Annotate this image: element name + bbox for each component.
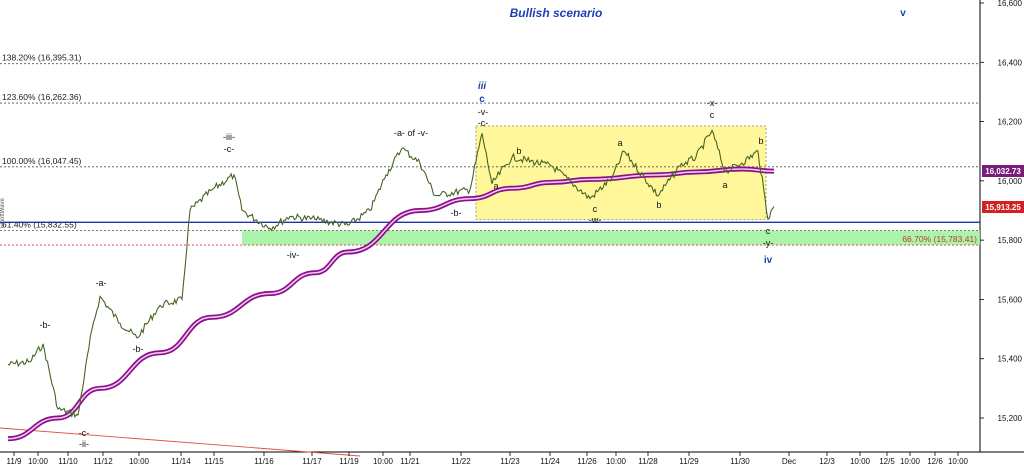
- x-tick-label: 11/26: [577, 457, 597, 466]
- wave-label: -c-: [478, 118, 489, 128]
- wave-label: a: [493, 181, 498, 191]
- wave-labels: -b- -a- -b- -c- -ii- -iii- -c- -iv- -a- …: [40, 8, 907, 449]
- x-tick-label: 11/10: [58, 457, 78, 466]
- y-tick-label: 15,600: [998, 295, 1023, 304]
- x-tick-label: 10:00: [373, 457, 394, 466]
- x-tick-label: 11/29: [679, 457, 699, 466]
- ma-price-tag-text: 16,032.73: [985, 167, 1021, 176]
- wave-label: -b-: [133, 344, 144, 354]
- x-tick-label: 11/23: [500, 457, 520, 466]
- y-tick-label: 15,800: [998, 236, 1023, 245]
- x-tick-label: 11/16: [254, 457, 274, 466]
- wave-label: -c-: [79, 428, 90, 438]
- wave-label: -iv-: [287, 250, 300, 260]
- x-tick-label: 10:00: [900, 457, 921, 466]
- fib-level-label: 100.00% (16,047.45): [2, 156, 82, 166]
- wave-label: -x-: [707, 98, 718, 108]
- fib-level-label: 61.40% (15,832.55): [2, 219, 77, 229]
- x-tick-label: 11/22: [451, 457, 471, 466]
- wave-label: b: [516, 146, 521, 156]
- wave-label: a: [722, 180, 727, 190]
- wave-label-blue: c: [479, 94, 485, 105]
- wave-label-blue: iv: [764, 255, 773, 266]
- wave-label-blue: iii: [478, 81, 487, 92]
- x-tick-label: 11/28: [638, 457, 658, 466]
- wave-label: -y-: [763, 238, 774, 248]
- wave-label: -a- of -v-: [394, 128, 428, 138]
- watermark-logo: ElliottWave: [0, 198, 6, 228]
- x-tick-label: 11/12: [93, 457, 113, 466]
- x-tick-label: 12/3: [819, 457, 835, 466]
- wave-label: -a-: [96, 278, 107, 288]
- wave-label: -b-: [451, 208, 462, 218]
- fib-level-label: 123.60% (16,262.36): [2, 92, 82, 102]
- wave-label: a: [617, 138, 622, 148]
- red-trendline: [0, 427, 361, 457]
- ma-price-tag: 16,032.73: [982, 165, 1024, 177]
- x-tick-label: 10:00: [129, 457, 150, 466]
- x-tick-label: 10:00: [28, 457, 49, 466]
- price-line-dark: [7, 129, 775, 418]
- wave-label: -w-: [589, 215, 602, 225]
- y-tick-label: 16,400: [998, 58, 1023, 67]
- wave-label: -b-: [40, 320, 51, 330]
- x-tick-label: 10:00: [606, 457, 627, 466]
- y-tick-label: 16,200: [998, 118, 1023, 127]
- y-tick-label: 15,200: [998, 414, 1023, 423]
- plot-area: [0, 0, 980, 452]
- x-tick-label: 10:00: [850, 457, 871, 466]
- wave-label: c: [710, 110, 715, 120]
- support-zone-label: 66.70% (15,783.41): [902, 234, 977, 244]
- x-tick-label: 11/21: [400, 457, 420, 466]
- x-tick-label: 11/14: [171, 457, 191, 466]
- x-tick-label: 11/19: [339, 457, 359, 466]
- x-tick-label: 12/5: [879, 457, 895, 466]
- last-price-tag-text: 15,913.25: [985, 203, 1021, 212]
- support-zone: [242, 230, 980, 246]
- last-price-tag: 15,913.25: [982, 201, 1024, 213]
- fib-level-label: 138.20% (16,395.31): [2, 53, 82, 63]
- wave-label: c: [593, 204, 598, 214]
- x-tick-label: 10:00: [948, 457, 969, 466]
- x-tick-label: 11/15: [204, 457, 224, 466]
- y-tick-label: 16,000: [998, 177, 1023, 186]
- ma-price-tag-bg: [982, 165, 1024, 177]
- x-tick-label: 11/17: [302, 457, 322, 466]
- x-axis-ticks: 11/9 10:00 11/10 11/12 10:00 11/14 11/15 11/16 1…: [7, 452, 969, 466]
- x-tick-label: 12/6: [927, 457, 943, 466]
- y-axis-ticks: 15,200 15,400 15,600 15,800 16,000 16,200 16,4…: [980, 0, 1023, 423]
- wave-label: -v-: [478, 107, 489, 117]
- x-tick-label: 11/24: [540, 457, 560, 466]
- wave-label-blue: v: [900, 8, 906, 19]
- wave-label: -ii-: [79, 439, 89, 449]
- wave-label: -c-: [224, 144, 235, 154]
- fib-levels: 138.20% (16,395.31) 123.60% (16,262.36) 10…: [0, 53, 980, 231]
- y-tick-label: 16,600: [998, 0, 1023, 8]
- x-tick-label: 11/30: [730, 457, 750, 466]
- last-price-tag-bg: [982, 201, 1024, 213]
- wave-label: b: [656, 200, 661, 210]
- wave-label: -iii-: [223, 132, 235, 142]
- y-tick-label: 15,400: [998, 355, 1023, 364]
- moving-average-line-inner: [7, 168, 775, 440]
- x-tick-label: Dec: [782, 457, 796, 466]
- wave-label: c: [766, 226, 771, 236]
- x-tick-label: 11/9: [7, 457, 23, 466]
- chart-title: Bullish scenario: [510, 6, 603, 20]
- wave-label: b: [758, 136, 763, 146]
